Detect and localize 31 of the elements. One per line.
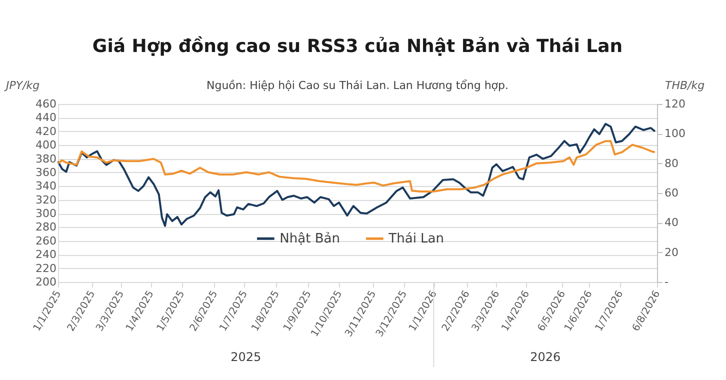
y-tick-label: 280 [36,220,56,234]
y-tick-label: 300 [36,207,56,220]
y-tick-label: 380 [36,152,56,166]
text: 2025 [230,350,262,364]
y-tick-label: 460 [36,98,56,110]
chart-subtitle: Nguồn: Hiệp hội Cao su Thái Lan. Lan Hương tổng hợp. [206,79,509,92]
y2-tick-label: 60 [664,186,678,200]
y-axis-title: JPY/kg [4,79,40,92]
line-series [57,122,656,227]
y2-tick-label: 80 [664,156,678,170]
line-series [57,140,656,193]
legend-label: Nhật Bản [280,232,340,247]
y-tick-label: 220 [36,262,56,275]
y2-tick-label: 120 [664,98,686,110]
y2-tick-label: 40 [664,216,678,230]
y-tick-label: 200 [36,276,56,288]
y-tick-label: 260 [36,234,56,248]
text: 2026 [530,350,561,364]
y-tick-label: 360 [36,166,56,179]
y2-tick-label: 100 [664,127,686,140]
legend-label: Thái Lan [388,232,444,247]
chart-title: Giá Hợp đồng cao su RSS3 của Nhật Bản và Thái Lan [92,36,623,57]
y-tick-label: 420 [36,124,56,138]
y2-tick-label: - [664,276,668,288]
y-tick-label: 240 [36,248,56,262]
y-tick-label: 440 [36,111,56,124]
y2-axis-title: THB/kg [665,79,705,92]
y2-tick-label: 20 [664,246,678,259]
y-tick-label: 340 [36,180,56,193]
y-tick-label: 400 [36,138,56,152]
y-tick-label: 320 [36,193,56,206]
